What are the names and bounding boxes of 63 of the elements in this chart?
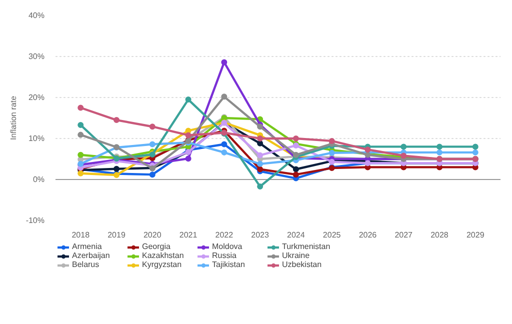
point [257, 160, 264, 167]
point [149, 141, 156, 148]
point [78, 122, 84, 128]
legend-label: Georgia [142, 242, 172, 251]
point [436, 149, 442, 156]
point [221, 141, 228, 148]
point [185, 156, 192, 162]
x-tick-label: 2018 [72, 230, 90, 240]
legend-label: Turkmenistan [282, 242, 332, 251]
x-tick-label: 2019 [108, 230, 126, 240]
point [472, 144, 478, 150]
x-tick-label: 2020 [143, 230, 162, 240]
point [257, 183, 264, 190]
y-tick-label: -10% [26, 216, 45, 225]
point [400, 144, 407, 150]
point [78, 170, 84, 176]
point [292, 172, 299, 178]
point [436, 144, 442, 150]
legend-label: Kyrgyzstan [142, 260, 183, 269]
point [114, 117, 120, 124]
y-axis-title: Inflation rate [8, 95, 18, 140]
x-tick-label: 2029 [466, 230, 485, 240]
point [221, 149, 228, 156]
y-tick-label: 40% [28, 11, 45, 20]
x-tick-label: 2026 [358, 230, 378, 240]
legend-label: Tajikistan [212, 260, 246, 269]
point [292, 136, 299, 142]
legend-label: Belarus [72, 260, 100, 269]
point [78, 152, 84, 158]
legend-label: Ukraine [282, 251, 311, 260]
point [292, 166, 299, 172]
legend-label: Russia [212, 251, 238, 260]
x-tick-label: 2028 [430, 230, 449, 240]
x-tick-label: 2022 [215, 230, 234, 240]
x-tick-label: 2021 [179, 230, 198, 240]
x-tick-label: 2025 [322, 230, 342, 240]
y-tick-label: 30% [28, 52, 45, 61]
point [185, 132, 192, 138]
point [472, 149, 478, 156]
point [185, 96, 192, 103]
legend-label: Kazakhstan [142, 251, 185, 260]
legend-label: Moldova [212, 242, 244, 251]
point [78, 104, 84, 111]
x-tick-label: 2027 [394, 230, 414, 240]
legend-label: Azerbaijan [72, 251, 111, 260]
point [257, 152, 264, 158]
point [328, 150, 335, 156]
point [328, 138, 335, 144]
legend-label: Uzbekistan [282, 260, 323, 269]
point [221, 59, 228, 66]
x-tick-label: 2024 [287, 230, 306, 240]
y-tick-label: 10% [28, 134, 45, 143]
legend-label: Armenia [72, 242, 103, 251]
point [78, 132, 84, 138]
point [221, 94, 228, 100]
point [257, 136, 264, 142]
point [149, 124, 156, 130]
point [364, 146, 371, 153]
y-tick-label: 20% [28, 93, 45, 102]
x-tick-label: 2023 [251, 230, 270, 240]
point [149, 172, 156, 178]
y-tick-label: 0% [32, 175, 44, 184]
point [114, 166, 120, 172]
